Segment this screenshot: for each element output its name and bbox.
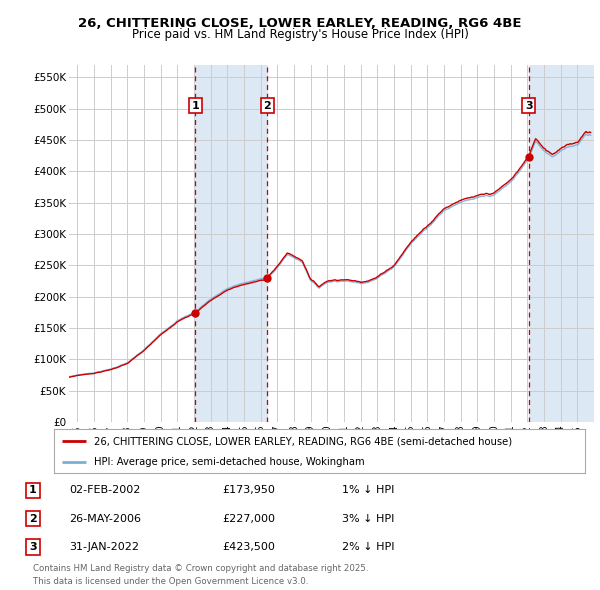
Text: 2: 2 xyxy=(263,101,271,110)
Text: 2: 2 xyxy=(29,514,37,523)
Text: 3: 3 xyxy=(525,101,532,110)
Text: Contains HM Land Registry data © Crown copyright and database right 2025.: Contains HM Land Registry data © Crown c… xyxy=(33,564,368,573)
Text: 1: 1 xyxy=(29,486,37,495)
Text: 02-FEB-2002: 02-FEB-2002 xyxy=(69,486,140,495)
Text: 1% ↓ HPI: 1% ↓ HPI xyxy=(342,486,394,495)
Text: 3% ↓ HPI: 3% ↓ HPI xyxy=(342,514,394,523)
Text: 3: 3 xyxy=(29,542,37,552)
Text: This data is licensed under the Open Government Licence v3.0.: This data is licensed under the Open Gov… xyxy=(33,577,308,586)
Text: HPI: Average price, semi-detached house, Wokingham: HPI: Average price, semi-detached house,… xyxy=(94,457,364,467)
Text: 1: 1 xyxy=(191,101,199,110)
Text: 2% ↓ HPI: 2% ↓ HPI xyxy=(342,542,395,552)
Text: Price paid vs. HM Land Registry's House Price Index (HPI): Price paid vs. HM Land Registry's House … xyxy=(131,28,469,41)
Text: £227,000: £227,000 xyxy=(222,514,275,523)
Text: £173,950: £173,950 xyxy=(222,486,275,495)
Text: 26-MAY-2006: 26-MAY-2006 xyxy=(69,514,141,523)
Text: £423,500: £423,500 xyxy=(222,542,275,552)
Text: 26, CHITTERING CLOSE, LOWER EARLEY, READING, RG6 4BE (semi-detached house): 26, CHITTERING CLOSE, LOWER EARLEY, READ… xyxy=(94,437,512,446)
Text: 31-JAN-2022: 31-JAN-2022 xyxy=(69,542,139,552)
Text: 26, CHITTERING CLOSE, LOWER EARLEY, READING, RG6 4BE: 26, CHITTERING CLOSE, LOWER EARLEY, READ… xyxy=(78,17,522,30)
Bar xyxy=(196,65,268,422)
Bar xyxy=(529,65,594,422)
